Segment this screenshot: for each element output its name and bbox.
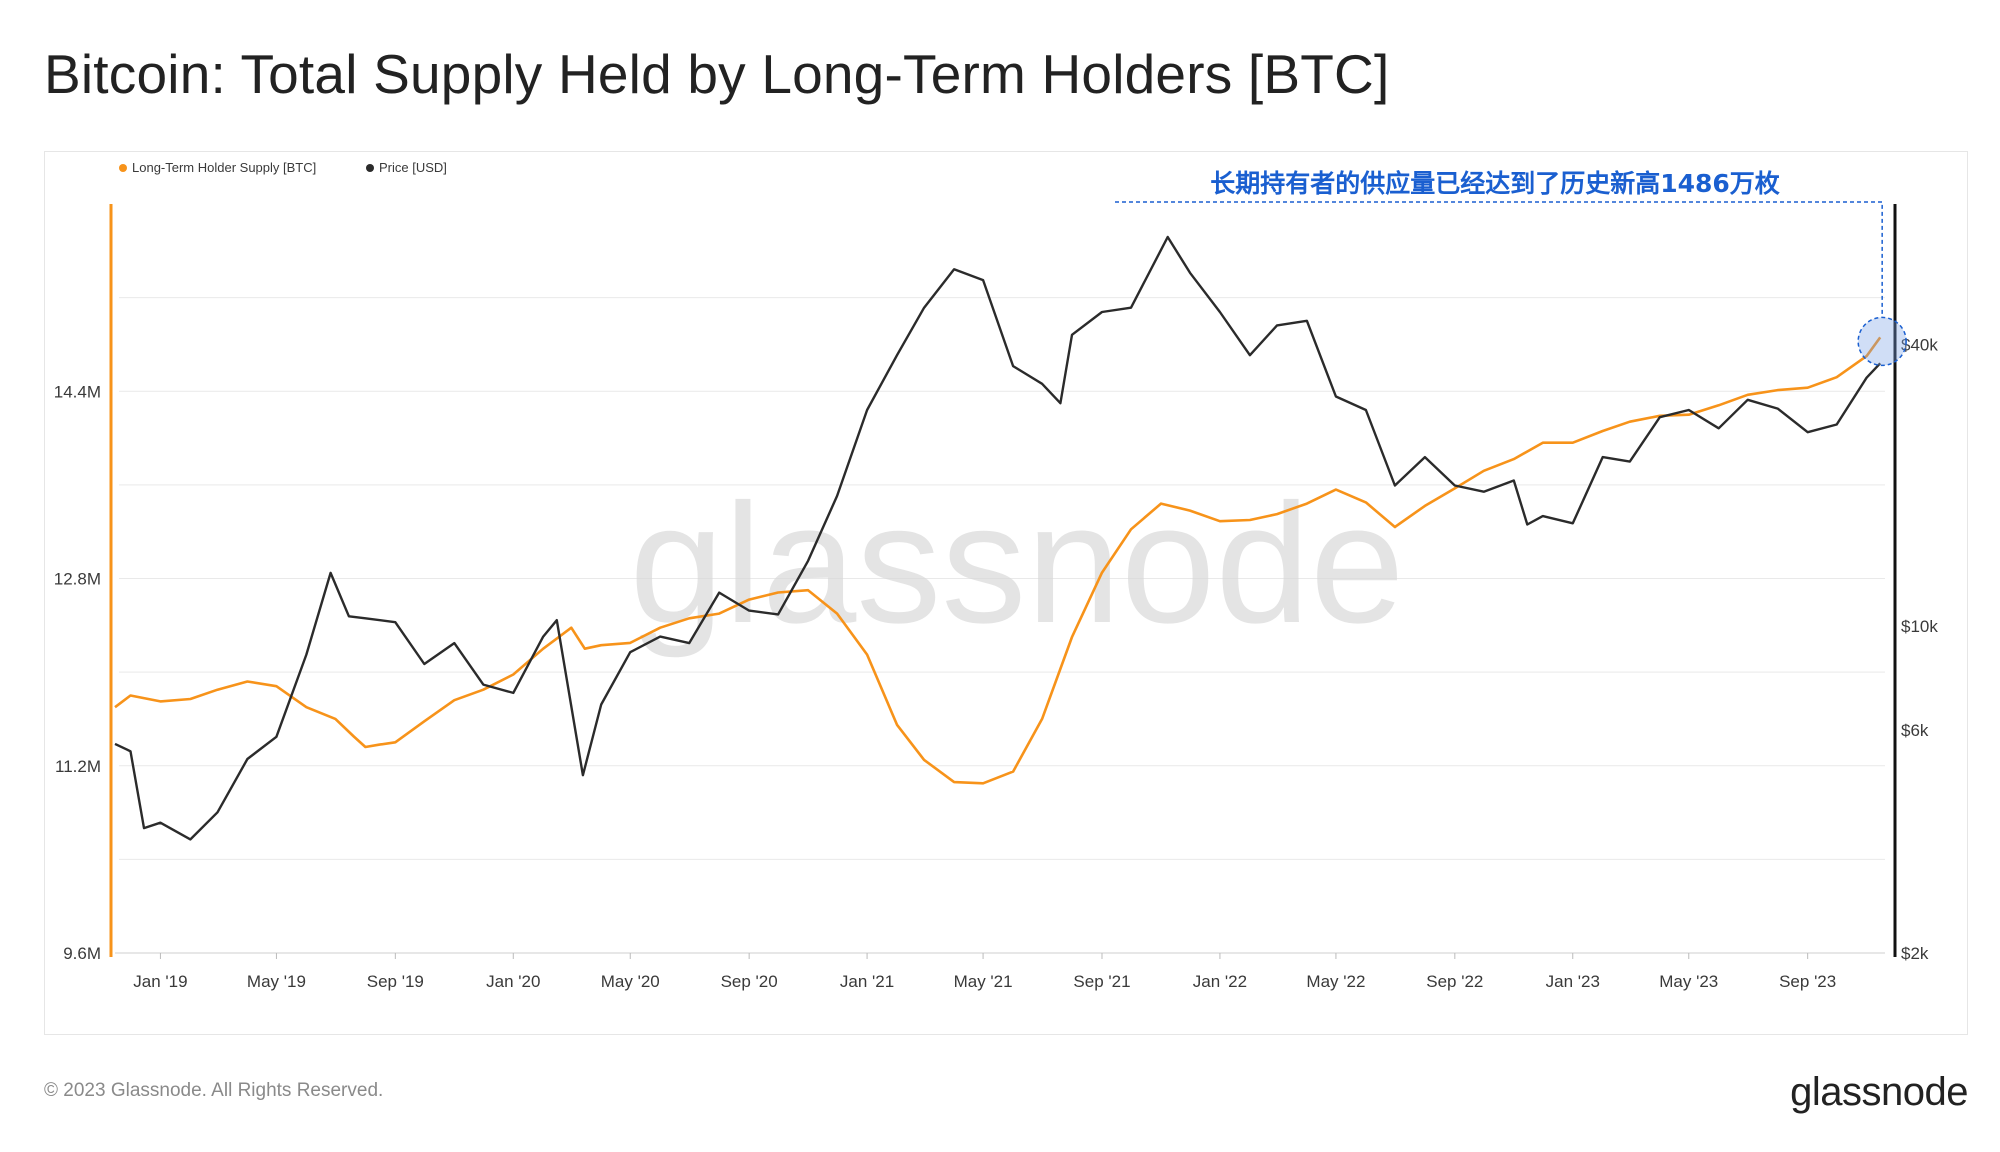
x-tick-label: May '23: [1659, 972, 1718, 991]
annotation-highlight: [1857, 316, 1907, 367]
legend-dot: [119, 164, 127, 172]
chart-svg: Jan '19 May '19 Sep '19 Jan '20 May '20 Sep '…: [54, 160, 1939, 991]
y-left-tick-label: 12.8M: [54, 570, 101, 589]
lth-supply-line: [114, 336, 1882, 785]
x-tick-label: Sep '20: [721, 972, 778, 991]
x-tick-label: Jan '23: [1546, 972, 1600, 991]
y-right-tick-label: $10k: [1901, 617, 1938, 636]
footer-copyright: © 2023 Glassnode. All Rights Reserved.: [44, 1080, 384, 1101]
y-right-tick-label: $6k: [1901, 721, 1929, 740]
x-tick-label: Jan '19: [133, 972, 187, 991]
x-tick-label: Jan '21: [840, 972, 894, 991]
page-title: Bitcoin: Total Supply Held by Long-Term …: [44, 43, 1390, 105]
x-tick-label: Jan '22: [1193, 972, 1247, 991]
annotation-text: 长期持有者的供应量已经达到了历史新高1486万枚: [1210, 169, 1780, 198]
legend-label: Long-Term Holder Supply [BTC]: [132, 160, 316, 175]
legend-dot: [366, 164, 374, 172]
x-tick-label: Sep '21: [1073, 972, 1130, 991]
footer-logo[interactable]: glassnode: [1790, 1070, 1968, 1114]
watermark: glassnode: [629, 469, 1404, 659]
y-left-tick-label: 11.2M: [55, 757, 101, 776]
chart-panel: Jan '19 May '19 Sep '19 Jan '20 May '20 Sep '…: [44, 151, 1968, 1035]
y-right-tick-label: $2k: [1901, 944, 1929, 963]
x-tick-label: May '21: [954, 972, 1013, 991]
price-line: [114, 235, 1882, 841]
y-left-tick-label: 9.6M: [63, 944, 101, 963]
x-tick-label: May '19: [247, 972, 306, 991]
annotation-leader: [1115, 201, 1883, 316]
y-left-tick-label: 14.4M: [54, 382, 101, 401]
x-tick-label: Sep '19: [367, 972, 424, 991]
x-tick-label: Sep '23: [1779, 972, 1836, 991]
x-tick-label: Jan '20: [486, 972, 540, 991]
x-tick-label: May '22: [1306, 972, 1365, 991]
x-tick-label: Sep '22: [1426, 972, 1483, 991]
x-tick-label: May '20: [601, 972, 660, 991]
legend-label: Price [USD]: [379, 160, 447, 175]
y-right-tick-label: $40k: [1901, 336, 1938, 355]
